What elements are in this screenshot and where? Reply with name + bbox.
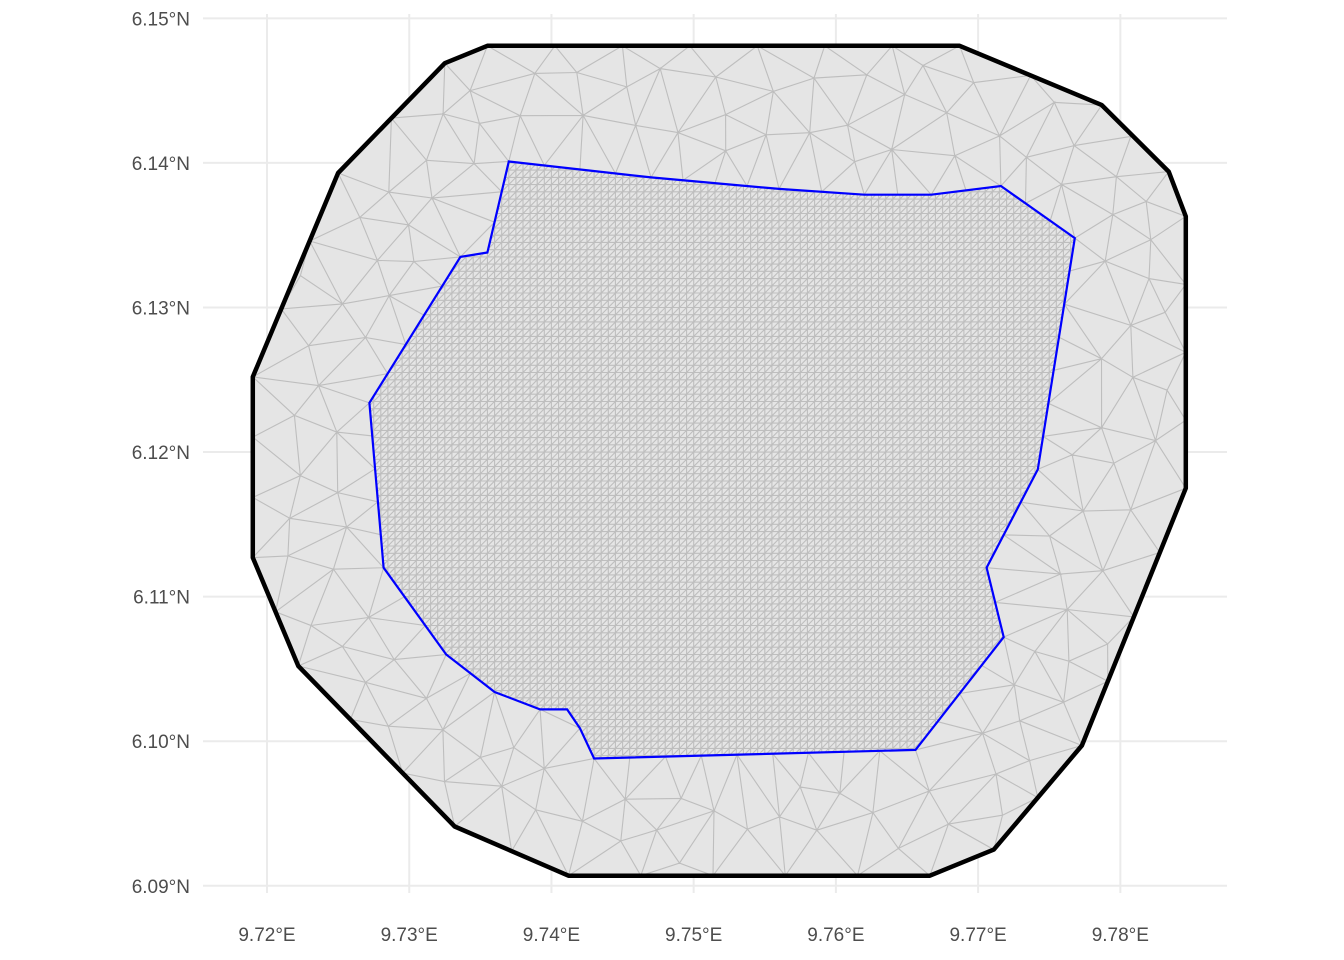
- x-tick-label: 9.74°E: [523, 925, 580, 946]
- y-tick-label: 6.10°N: [132, 732, 190, 753]
- y-tick-label: 6.14°N: [132, 154, 190, 175]
- y-tick-label: 6.13°N: [132, 298, 190, 319]
- y-tick-label: 6.15°N: [132, 9, 190, 30]
- study-area-boundary: [368, 160, 1076, 760]
- coarse-mesh-lines: [252, 45, 1186, 876]
- y-tick-label: 6.11°N: [133, 588, 190, 609]
- x-tick-label: 9.73°E: [381, 925, 438, 946]
- x-tick-label: 9.75°E: [665, 925, 722, 946]
- mesh-outer-boundary: [250, 43, 1189, 878]
- y-axis: 6.09°N 6.10°N 6.11°N 6.12°N 6.13°N 6.14°N 6.15…: [132, 9, 190, 897]
- x-tick-label: 9.72°E: [238, 925, 295, 946]
- y-tick-label: 6.12°N: [132, 443, 190, 464]
- coarse-triangulation: [252, 45, 1186, 876]
- y-tick-label: 6.09°N: [132, 877, 190, 898]
- x-tick-label: 9.76°E: [807, 925, 864, 946]
- x-tick-label: 9.77°E: [949, 925, 1006, 946]
- x-axis: 9.72°E 9.73°E 9.74°E 9.75°E 9.76°E 9.77°E 9.78…: [238, 925, 1149, 946]
- x-tick-label: 9.78°E: [1092, 925, 1149, 946]
